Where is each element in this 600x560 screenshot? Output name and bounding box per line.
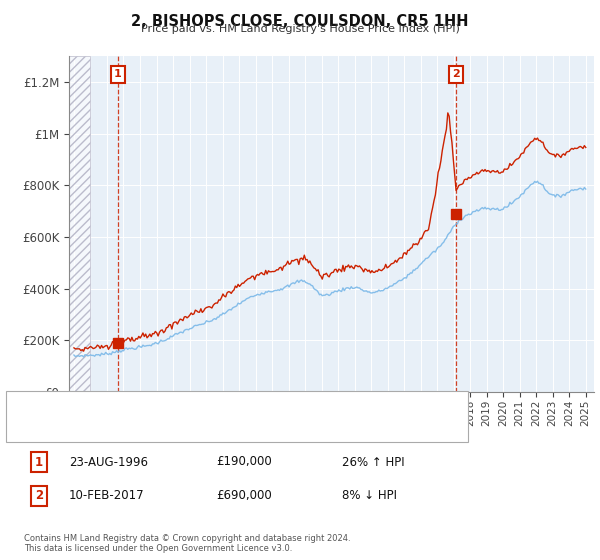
Text: 2, BISHOPS CLOSE, COULSDON, CR5 1HH: 2, BISHOPS CLOSE, COULSDON, CR5 1HH [131,14,469,29]
Text: 23-AUG-1996: 23-AUG-1996 [69,455,148,469]
Text: 8% ↓ HPI: 8% ↓ HPI [342,489,397,502]
Text: 1: 1 [114,69,122,80]
Bar [69,56,91,392]
Text: Price paid vs. HM Land Registry's House Price Index (HPI): Price paid vs. HM Land Registry's House … [140,24,460,34]
Text: 2: 2 [35,489,43,502]
Text: Contains HM Land Registry data © Crown copyright and database right 2024.
This d: Contains HM Land Registry data © Crown c… [24,534,350,553]
Text: 2, BISHOPS CLOSE, COULSDON, CR5 1HH (detached house): 2, BISHOPS CLOSE, COULSDON, CR5 1HH (det… [69,401,379,411]
Text: 2: 2 [452,69,460,80]
Text: ——: —— [30,414,58,429]
Text: £190,000: £190,000 [216,455,272,469]
Text: HPI: Average price, detached house, Croydon: HPI: Average price, detached house, Croy… [69,417,305,427]
Text: 26% ↑ HPI: 26% ↑ HPI [342,455,404,469]
Bar [69,56,91,392]
Text: 10-FEB-2017: 10-FEB-2017 [69,489,145,502]
Text: 1: 1 [35,455,43,469]
Text: ——: —— [30,399,58,413]
Text: £690,000: £690,000 [216,489,272,502]
